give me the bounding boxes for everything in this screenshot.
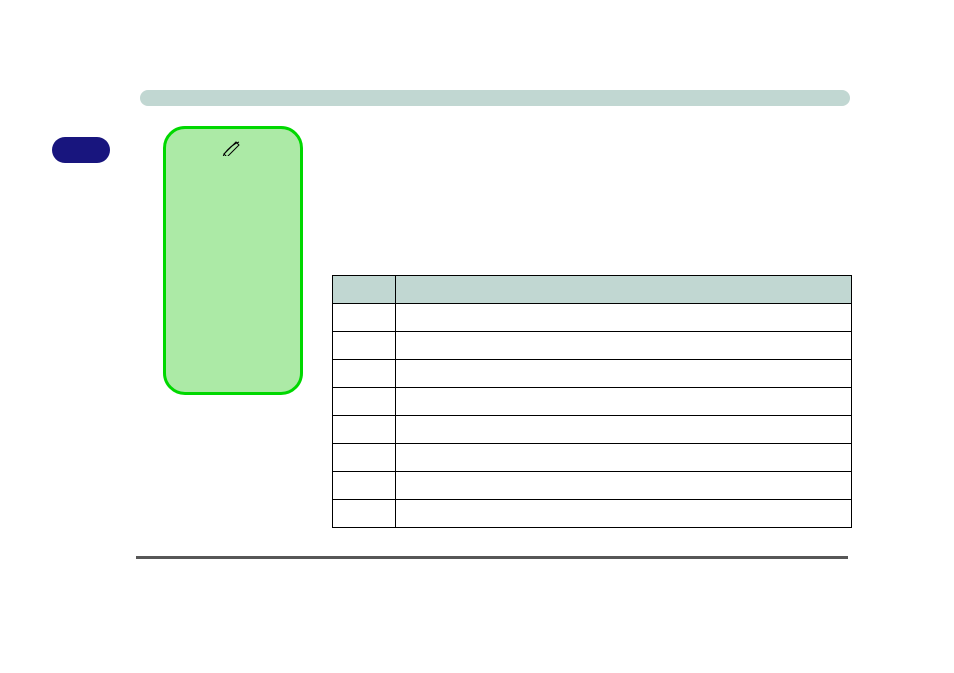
table-cell (333, 416, 396, 444)
table-row (333, 388, 852, 416)
side-badge (52, 137, 110, 163)
table-cell (333, 360, 396, 388)
table-row (333, 360, 852, 388)
table-row (333, 332, 852, 360)
table-row (333, 472, 852, 500)
header-bar (140, 90, 850, 106)
table-header-cell (396, 276, 852, 304)
table-body (333, 304, 852, 528)
table-row (333, 304, 852, 332)
table-cell (333, 332, 396, 360)
table-header-row (333, 276, 852, 304)
table-cell (396, 444, 852, 472)
table-cell (333, 472, 396, 500)
pen-icon (222, 140, 242, 156)
table-cell (396, 472, 852, 500)
table-cell (333, 444, 396, 472)
table-cell (396, 360, 852, 388)
table-header-cell (333, 276, 396, 304)
table-cell (333, 304, 396, 332)
table-cell (333, 500, 396, 528)
table-row (333, 416, 852, 444)
bottom-rule (136, 556, 848, 559)
table-cell (396, 332, 852, 360)
note-box (163, 126, 303, 395)
table-cell (396, 388, 852, 416)
table-cell (396, 304, 852, 332)
table-cell (396, 500, 852, 528)
table-row (333, 444, 852, 472)
table-cell (396, 416, 852, 444)
data-table (332, 275, 852, 528)
table-cell (333, 388, 396, 416)
table-row (333, 500, 852, 528)
table-header (333, 276, 852, 304)
